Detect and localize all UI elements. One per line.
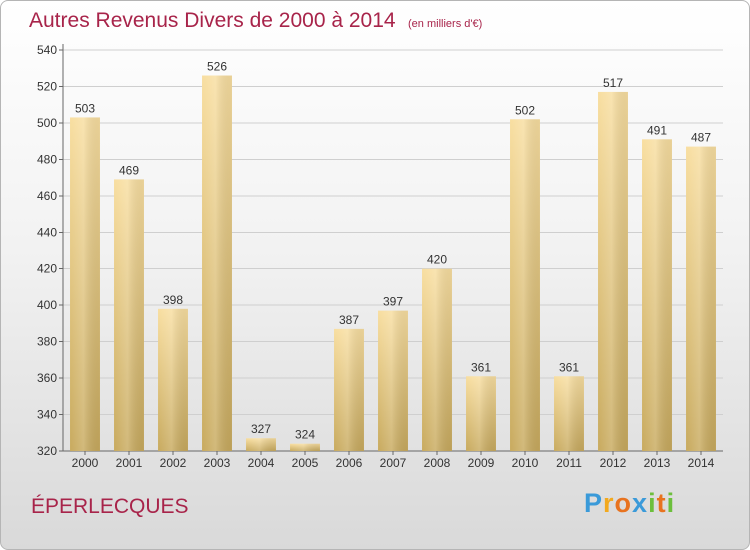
logo-letter: o <box>614 488 633 518</box>
bar-shading <box>290 443 320 451</box>
logo-letter: P <box>584 488 604 518</box>
bar-value-label: 469 <box>119 163 139 177</box>
bar-value-label: 324 <box>295 428 315 442</box>
x-tick-label: 2001 <box>116 456 143 470</box>
logo-letter: i <box>666 488 676 518</box>
x-tick-label: 2010 <box>512 456 539 470</box>
y-tick-label: 500 <box>37 116 57 130</box>
bar-shading <box>598 91 628 451</box>
logo-letter: r <box>603 488 615 518</box>
bar-value-label: 503 <box>75 101 95 115</box>
y-tick-label: 400 <box>37 298 57 312</box>
value-labels: 503 469 398 526 327 324 387 397 420 361 502 361 517 4… <box>75 60 711 442</box>
x-tick-label: 2004 <box>248 456 275 470</box>
bar-shading <box>554 376 584 451</box>
proxiti-logo: Proxiti <box>584 488 675 519</box>
bar-value-label: 526 <box>207 60 227 74</box>
bar-value-label: 397 <box>383 295 403 309</box>
x-tick-label: 2013 <box>644 456 671 470</box>
bar-value-label: 327 <box>251 422 271 436</box>
x-tick-label: 2006 <box>336 456 363 470</box>
y-tick-label: 340 <box>37 408 57 422</box>
bar-shading <box>114 179 144 451</box>
bar-shading <box>510 119 540 451</box>
bar-value-label: 361 <box>559 360 579 374</box>
bars <box>70 75 716 451</box>
axes: 320 340 360 380 400 420 440 460 480 500 520 540 2000… <box>37 43 723 470</box>
bar-shading <box>466 376 496 451</box>
x-tick-label: 2008 <box>424 456 451 470</box>
bar-value-label: 491 <box>647 123 667 137</box>
title-line: Autres Revenus Divers de 2000 à 2014 (en… <box>29 9 482 33</box>
logo-letter: x <box>632 488 649 518</box>
bar-value-label: 361 <box>471 360 491 374</box>
commune-name: ÉPERLECQUES <box>31 495 189 518</box>
y-tick-label: 420 <box>37 262 57 276</box>
bar-shading <box>202 75 232 451</box>
y-tick-label: 460 <box>37 189 57 203</box>
bar-value-label: 502 <box>515 103 535 117</box>
x-tick-label: 2009 <box>468 456 495 470</box>
x-tick-label: 2007 <box>380 456 407 470</box>
bar-value-label: 487 <box>691 131 711 145</box>
bar-shading <box>246 438 276 451</box>
bar-value-label: 387 <box>339 313 359 327</box>
logo-letter: i <box>648 488 657 518</box>
bar-shading <box>686 146 716 451</box>
x-tick-label: 2003 <box>204 456 231 470</box>
bar-shading <box>422 268 452 451</box>
chart-subtitle: (en milliers d'€) <box>408 18 483 30</box>
y-tick-label: 540 <box>37 43 57 57</box>
y-tick-label: 360 <box>37 371 57 385</box>
bar-shading <box>70 117 100 451</box>
x-tick-label: 2014 <box>688 456 715 470</box>
y-tick-label: 480 <box>37 152 57 166</box>
x-tick-label: 2002 <box>160 456 187 470</box>
y-tick-label: 320 <box>37 444 57 458</box>
x-tick-label: 2000 <box>72 456 99 470</box>
bar-value-label: 420 <box>427 253 447 267</box>
bar-shading <box>642 139 672 451</box>
logo-letter: t <box>656 488 667 518</box>
x-tick-label: 2011 <box>556 456 582 470</box>
bar-shading <box>378 310 408 451</box>
x-tick-label: 2005 <box>292 456 319 470</box>
y-tick-label: 440 <box>37 225 57 239</box>
bar-value-label: 398 <box>163 293 183 307</box>
chart-title: Autres Revenus Divers de 2000 à 2014 <box>29 9 396 32</box>
x-tick-label: 2012 <box>600 456 627 470</box>
bar-shading <box>158 308 188 451</box>
y-tick-label: 380 <box>37 335 57 349</box>
bar-value-label: 517 <box>603 76 623 90</box>
bar-shading <box>334 328 364 451</box>
y-tick-label: 520 <box>37 79 57 93</box>
